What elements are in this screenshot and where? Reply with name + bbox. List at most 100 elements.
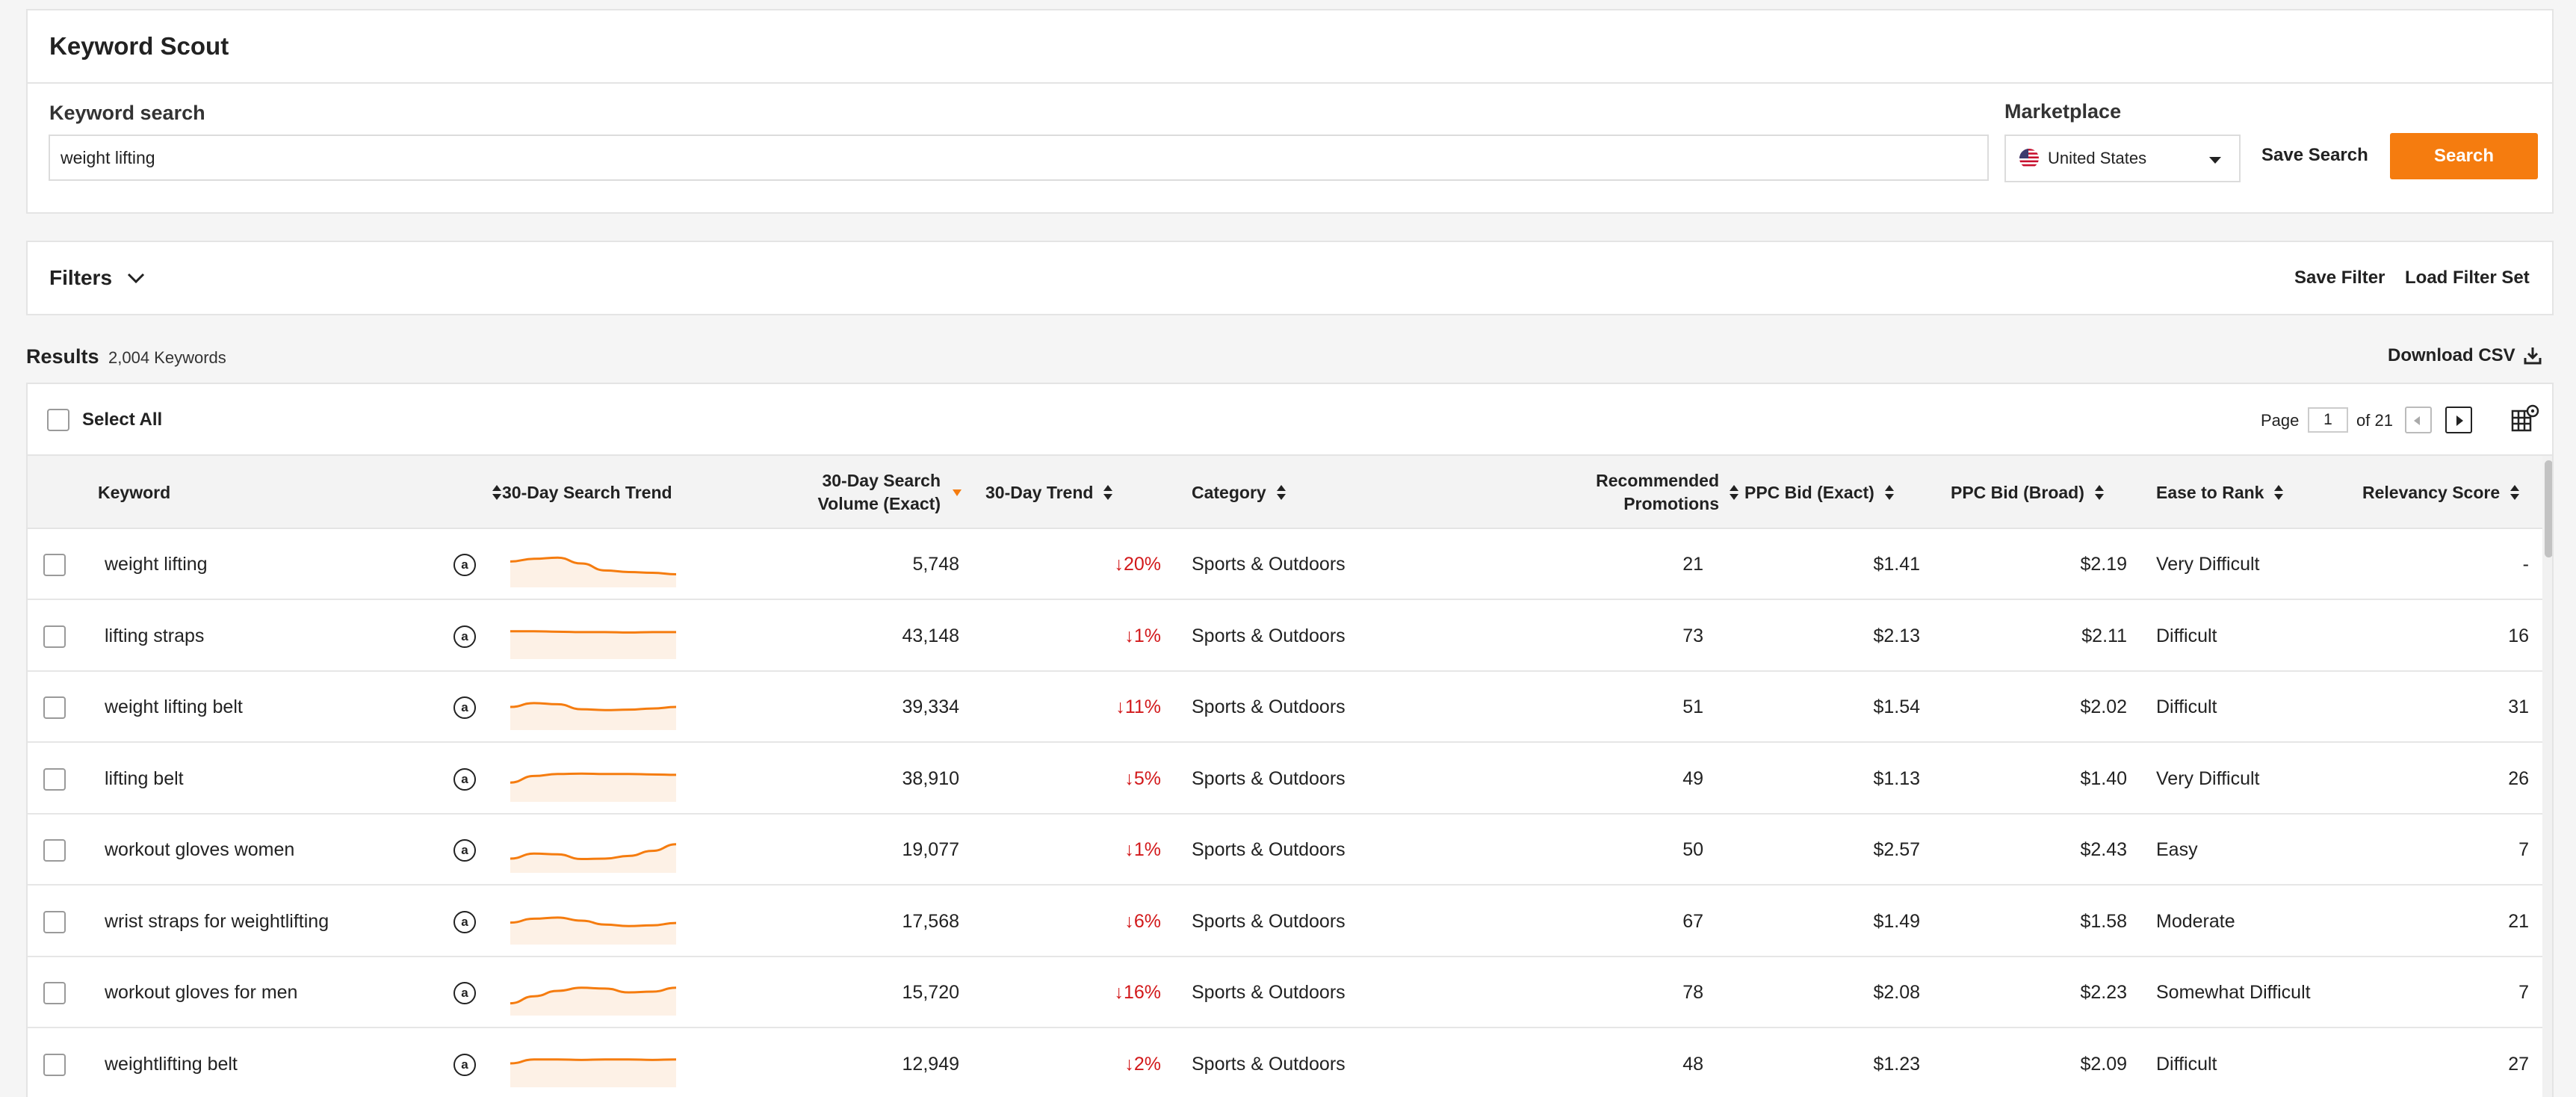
- col-ppc-exact[interactable]: PPC Bid (Exact): [1744, 456, 1946, 529]
- amazon-icon[interactable]: a: [453, 910, 476, 933]
- page-number-input[interactable]: 1: [2308, 407, 2348, 433]
- ppc-broad-cell: $1.40: [2080, 767, 2127, 789]
- search-button[interactable]: Search: [2390, 133, 2538, 179]
- search-volume-cell: 12,949: [902, 1053, 959, 1075]
- amazon-icon[interactable]: a: [453, 1053, 476, 1076]
- col-search-trend-label: 30-Day Search Trend: [502, 482, 672, 502]
- amazon-icon[interactable]: a: [453, 839, 476, 862]
- ease-cell: Very Difficult: [2156, 554, 2260, 575]
- ppc-broad-cell: $2.11: [2081, 625, 2127, 646]
- table-row[interactable]: weightlifting belt a 12,949 ↓2% Sports & Out…: [28, 1028, 2542, 1097]
- keyword-cell[interactable]: lifting straps: [105, 625, 205, 646]
- keyword-cell[interactable]: wrist straps for weightlifting: [105, 910, 329, 932]
- trend-cell: ↓20%: [1114, 554, 1161, 575]
- table-row[interactable]: lifting straps a 43,148 ↓1% Sports & Outdoor…: [28, 600, 2542, 672]
- row-checkbox[interactable]: [43, 625, 66, 648]
- ease-cell: Moderate: [2156, 910, 2235, 932]
- scrollbar-thumb[interactable]: [2545, 460, 2552, 557]
- search-trend-sparkline: [510, 702, 677, 730]
- table-row[interactable]: workout gloves for men a 15,720 ↓16% Sports …: [28, 957, 2542, 1028]
- ease-cell: Difficult: [2156, 696, 2217, 717]
- row-checkbox[interactable]: [43, 1053, 66, 1076]
- col-ppc-broad[interactable]: PPC Bid (Broad): [1951, 456, 2152, 529]
- ppc-broad-cell: $2.19: [2080, 554, 2127, 575]
- relevancy-cell: 21: [2508, 910, 2529, 932]
- amazon-icon[interactable]: a: [453, 767, 476, 791]
- category-cell: Sports & Outdoors: [1192, 625, 1346, 646]
- sparkline-line: [510, 1057, 677, 1064]
- download-csv-button[interactable]: Download CSV: [2388, 345, 2542, 366]
- sort-icon: [1103, 484, 1113, 501]
- ease-cell: Difficult: [2156, 625, 2217, 646]
- amazon-icon[interactable]: a: [453, 696, 476, 719]
- relevancy-cell: 26: [2508, 767, 2529, 789]
- col-search-volume[interactable]: 30-Day Search Volume (Exact): [767, 456, 962, 529]
- keyword-search-input[interactable]: weight lifting: [49, 135, 1989, 181]
- col-relevancy[interactable]: Relevancy Score: [2362, 456, 2549, 529]
- save-search-button[interactable]: Save Search: [2261, 145, 2368, 165]
- col-trend[interactable]: 30-Day Trend: [985, 456, 1165, 529]
- sparkline-area: [510, 917, 676, 945]
- search-volume-cell: 5,748: [912, 554, 959, 575]
- vertical-scrollbar[interactable]: [2542, 456, 2552, 1097]
- column-settings-icon[interactable]: [2510, 404, 2540, 433]
- table-row[interactable]: wrist straps for weightlifting a 17,568 ↓6%…: [28, 886, 2542, 957]
- col-search-volume-label: 30-Day Search Volume (Exact): [817, 471, 941, 513]
- col-category[interactable]: Category: [1192, 456, 1416, 529]
- relevancy-cell: -: [2522, 554, 2529, 575]
- row-checkbox[interactable]: [43, 910, 66, 933]
- promotions-cell: 67: [1682, 910, 1703, 932]
- sparkline-area: [510, 557, 676, 587]
- amazon-icon[interactable]: a: [453, 554, 476, 576]
- table-row[interactable]: weight lifting belt a 39,334 ↓11% Sports & O…: [28, 672, 2542, 743]
- relevancy-cell: 27: [2508, 1053, 2529, 1075]
- table-row[interactable]: workout gloves women a 19,077 ↓1% Sports & O…: [28, 815, 2542, 886]
- load-filter-set-button[interactable]: Load Filter Set: [2405, 268, 2530, 288]
- prev-page-button[interactable]: [2405, 407, 2432, 433]
- save-filter-button[interactable]: Save Filter: [2294, 268, 2385, 288]
- marketplace-select[interactable]: United States: [2004, 135, 2241, 182]
- results-count: 2,004 Keywords: [108, 348, 226, 367]
- trend-cell: ↓1%: [1124, 839, 1161, 860]
- row-checkbox[interactable]: [43, 839, 66, 862]
- next-page-button[interactable]: [2445, 407, 2472, 433]
- keyword-cell[interactable]: weight lifting: [105, 554, 208, 575]
- col-keyword[interactable]: Keyword: [98, 456, 501, 529]
- search-volume-cell: 15,720: [902, 982, 959, 1003]
- sort-desc-icon: [953, 489, 962, 496]
- col-ease-to-rank[interactable]: Ease to Rank: [2156, 456, 2350, 529]
- relevancy-cell: 16: [2508, 625, 2529, 646]
- row-checkbox[interactable]: [43, 767, 66, 791]
- ppc-broad-cell: $2.43: [2080, 839, 2127, 860]
- promotions-cell: 50: [1682, 839, 1703, 860]
- sort-icon: [2510, 484, 2520, 501]
- amazon-icon[interactable]: a: [453, 982, 476, 1004]
- keyword-cell[interactable]: weightlifting belt: [105, 1053, 238, 1075]
- sparkline-line: [510, 556, 677, 576]
- promotions-cell: 48: [1682, 1053, 1703, 1075]
- filters-toggle[interactable]: Filters: [49, 266, 145, 290]
- ease-cell: Difficult: [2156, 1053, 2217, 1075]
- col-trend-label: 30-Day Trend: [985, 482, 1094, 502]
- marketplace-value: United States: [2048, 149, 2147, 167]
- table-row[interactable]: lifting belt a 38,910 ↓5% Sports & Outdoors 4…: [28, 743, 2542, 815]
- keyword-cell[interactable]: workout gloves women: [105, 839, 295, 860]
- col-ease-label: Ease to Rank: [2156, 482, 2264, 502]
- keyword-cell[interactable]: lifting belt: [105, 767, 184, 789]
- col-promotions[interactable]: Recommended Promotions: [1537, 456, 1739, 529]
- select-all-checkbox[interactable]: [47, 409, 69, 431]
- search-volume-cell: 39,334: [902, 696, 959, 717]
- keyword-cell[interactable]: workout gloves for men: [105, 982, 298, 1003]
- us-flag-icon: [2019, 149, 2039, 168]
- results-table: Select All Page 1 of 21 Keyword 30-Day S…: [26, 383, 2554, 1097]
- ppc-exact-cell: $1.49: [1873, 910, 1920, 932]
- sparkline-line: [510, 843, 677, 861]
- row-checkbox[interactable]: [43, 696, 66, 719]
- chevron-right-icon: [2456, 415, 2463, 426]
- amazon-icon[interactable]: a: [453, 625, 476, 648]
- keyword-cell[interactable]: weight lifting belt: [105, 696, 243, 717]
- table-row[interactable]: weight lifting a 5,748 ↓20% Sports & Outdoor…: [28, 529, 2542, 600]
- search-trend-sparkline: [510, 1057, 677, 1087]
- row-checkbox[interactable]: [43, 982, 66, 1004]
- row-checkbox[interactable]: [43, 554, 66, 576]
